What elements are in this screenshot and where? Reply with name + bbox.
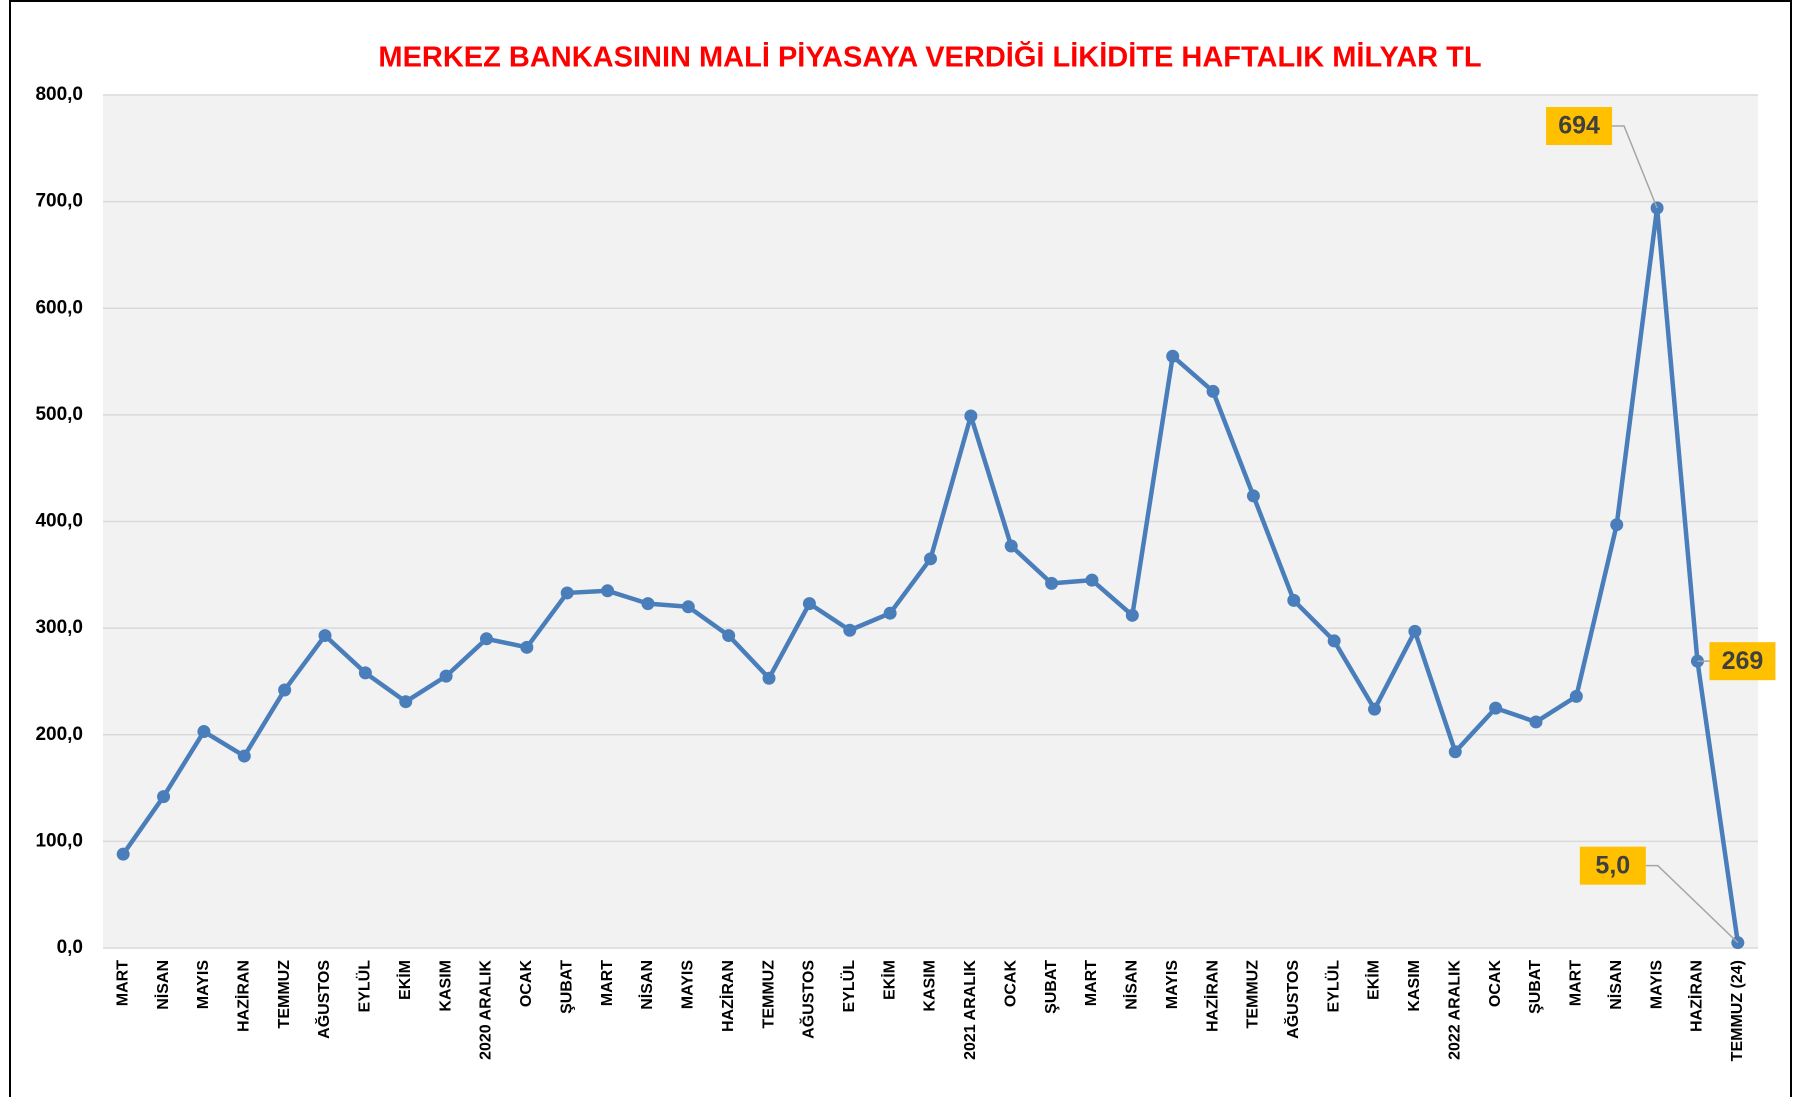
- data-point: [399, 695, 413, 709]
- x-tick-label: KASIM: [1406, 960, 1423, 1012]
- label-leader: [1645, 864, 1739, 944]
- data-point: [157, 790, 171, 804]
- y-tick-label: 800,0: [35, 84, 83, 105]
- x-tick-label: HAZİRAN: [234, 960, 252, 1032]
- data-point: [802, 597, 816, 611]
- data-point: [601, 584, 615, 598]
- x-tick-label: NİSAN: [1607, 960, 1625, 1010]
- data-label: 269: [1722, 647, 1764, 675]
- data-point: [1004, 539, 1018, 553]
- x-tick-label: 2021 ARALIK: [962, 960, 979, 1060]
- x-tick-label: EKİM: [1365, 960, 1383, 1000]
- data-point: [197, 725, 211, 739]
- y-tick-label: 600,0: [35, 297, 83, 318]
- x-tick-label: OCAK: [1002, 960, 1019, 1008]
- y-tick-label: 200,0: [35, 724, 83, 745]
- data-point: [762, 671, 776, 685]
- data-point: [924, 552, 937, 566]
- x-tick-label: EYLÜL: [355, 960, 374, 1013]
- data-point: [1125, 608, 1139, 622]
- data-point: [1085, 573, 1099, 587]
- x-tick-label: KASIM: [437, 960, 454, 1012]
- x-tick-label: MART: [1083, 960, 1100, 1006]
- x-tick-label: AĞUSTOS: [314, 960, 333, 1039]
- data-point: [681, 600, 695, 614]
- x-tick-label: ŞUBAT: [558, 960, 575, 1014]
- data-point: [843, 623, 857, 637]
- data-point: [964, 409, 978, 423]
- data-point: [1448, 745, 1462, 759]
- x-tick-label: HAZİRAN: [719, 960, 737, 1032]
- data-point: [1246, 489, 1260, 503]
- x-tick-label: MAYIS: [195, 960, 212, 1010]
- label-box: [1709, 642, 1776, 681]
- data-point: [883, 606, 897, 620]
- x-tick-label: MART: [599, 960, 616, 1006]
- data-point: [479, 632, 493, 646]
- data-point: [641, 597, 655, 611]
- x-tick-label: NİSAN: [638, 960, 656, 1010]
- y-tick-label: 500,0: [35, 404, 83, 425]
- x-tick-label: OCAK: [1487, 960, 1504, 1008]
- x-tick-label: TEMMUZ: [760, 960, 777, 1029]
- data-label: 5,0: [1595, 851, 1630, 879]
- x-tick-label: ŞUBAT: [1043, 960, 1060, 1014]
- x-tick-label: KASIM: [922, 960, 939, 1012]
- data-point: [1206, 384, 1220, 398]
- data-point: [1166, 349, 1180, 363]
- x-tick-label: EKİM: [396, 960, 414, 1000]
- data-point: [1529, 715, 1543, 729]
- data-point: [1489, 701, 1503, 715]
- data-point: [1045, 576, 1059, 590]
- x-tick-label: MART: [114, 960, 131, 1006]
- x-tick-label: AĞUSTOS: [1283, 960, 1302, 1039]
- x-tick-label: NİSAN: [154, 960, 172, 1010]
- y-tick-label: 300,0: [35, 617, 83, 638]
- data-point: [1408, 624, 1422, 638]
- data-point: [560, 586, 574, 600]
- x-tick-label: MAYIS: [1164, 960, 1181, 1010]
- data-point: [116, 847, 130, 861]
- y-tick-label: 0,0: [57, 937, 83, 958]
- x-tick-label: AĞUSTOS: [799, 960, 818, 1039]
- x-tick-label: EYLÜL: [1323, 960, 1342, 1013]
- data-point: [358, 666, 372, 680]
- data-point: [237, 749, 251, 763]
- label-leader: [1612, 125, 1658, 209]
- data-point: [1327, 634, 1341, 648]
- x-tick-label: 2020 ARALIK: [478, 960, 495, 1060]
- x-tick-label: OCAK: [518, 960, 535, 1008]
- data-point: [318, 629, 332, 643]
- x-tick-label: NİSAN: [1123, 960, 1141, 1010]
- data-point: [1287, 593, 1301, 607]
- x-tick-label: HAZİRAN: [1688, 960, 1706, 1032]
- x-tick-label: MAYIS: [680, 960, 697, 1010]
- x-tick-label: TEMMUZ: [1245, 960, 1262, 1029]
- x-tick-label: 2022 ARALIK: [1446, 960, 1463, 1060]
- y-tick-label: 100,0: [35, 830, 83, 851]
- x-tick-label: MAYIS: [1648, 960, 1665, 1010]
- label-box: [1579, 846, 1646, 885]
- data-point: [722, 629, 736, 643]
- x-tick-label: EKİM: [880, 960, 898, 1000]
- x-tick-label: HAZİRAN: [1203, 960, 1221, 1032]
- y-tick-label: 400,0: [35, 511, 83, 532]
- data-label: 694: [1558, 112, 1600, 140]
- data-point: [278, 683, 292, 697]
- label-box: [1546, 107, 1613, 146]
- x-tick-label: TEMMUZ (24): [1729, 960, 1746, 1061]
- x-tick-label: MART: [1568, 960, 1585, 1006]
- chart-title: MERKEZ BANKASININ MALİ PİYASAYA VERDİĞİ …: [378, 40, 1481, 74]
- data-point: [520, 640, 534, 654]
- x-tick-label: EYLÜL: [839, 960, 858, 1013]
- data-point: [439, 669, 453, 683]
- x-tick-label: ŞUBAT: [1527, 960, 1544, 1014]
- data-point: [1569, 689, 1583, 703]
- x-tick-label: TEMMUZ: [276, 960, 293, 1029]
- data-point: [1610, 518, 1624, 532]
- data-point: [1368, 702, 1382, 716]
- y-tick-label: 700,0: [35, 191, 83, 212]
